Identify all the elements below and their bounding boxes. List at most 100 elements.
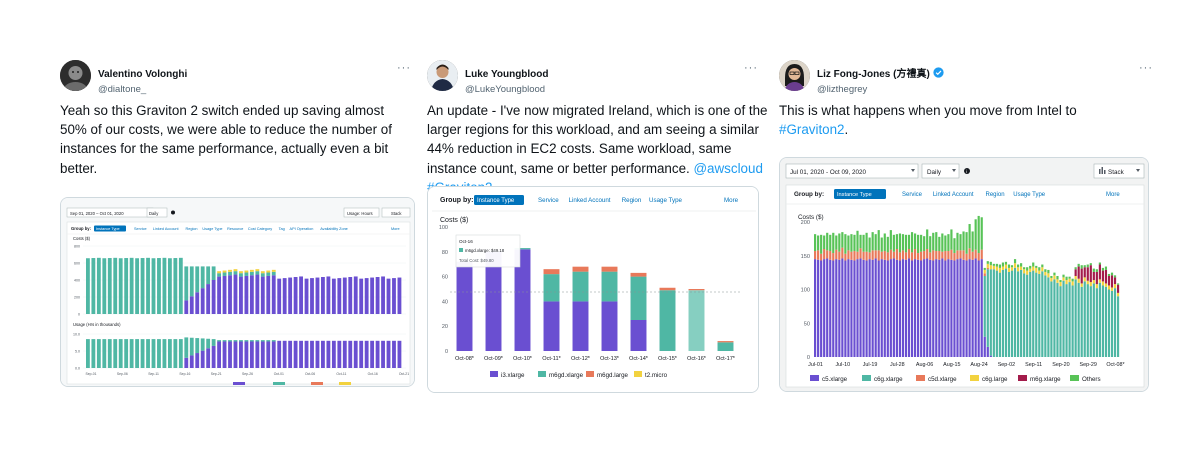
bar-segment — [255, 274, 260, 314]
tweet-header: Liz Fong-Jones (方禮真) @lizthegrey ··· — [779, 58, 1155, 98]
bar-segment — [381, 276, 385, 314]
y-tick-label: 80 — [442, 250, 448, 256]
usage-select[interactable] — [343, 207, 380, 218]
bar-others — [862, 234, 865, 252]
bar-others — [907, 234, 911, 249]
filter-linked-account[interactable]: Linked Account — [933, 192, 974, 198]
cost-explorer-screenshot-2[interactable]: Group by: Instance Type Service Linked Ac… — [427, 186, 759, 393]
tweet-liz[interactable]: Liz Fong-Jones (方禮真) @lizthegrey ··· Thi… — [771, 0, 1159, 451]
bar-m6gd-xlarge — [659, 290, 676, 351]
filter-more[interactable]: More — [391, 227, 400, 231]
author-name[interactable]: Liz Fong-Jones (方禮真) — [817, 65, 944, 80]
filter-usage-type[interactable]: Usage Type — [1013, 192, 1046, 198]
group-by-chip-text: Instance Type — [837, 192, 872, 198]
bar-segment — [184, 300, 189, 314]
filter-usage-type[interactable]: Usage Type — [202, 227, 222, 231]
granularity-select[interactable] — [146, 207, 168, 218]
bar-others — [1016, 264, 1020, 268]
filter-api-operation[interactable]: API Operation — [290, 227, 314, 231]
bar-c5-xlarge — [832, 260, 835, 357]
date-range-select[interactable] — [785, 163, 919, 179]
avatar[interactable] — [427, 60, 458, 91]
tweet-luke[interactable]: Luke Youngblood @LukeYoungblood ··· An u… — [419, 0, 768, 451]
group-by-chip[interactable] — [474, 195, 524, 205]
stack-select[interactable] — [1093, 163, 1145, 179]
cost-explorer-screenshot-3[interactable]: Jul 01, 2020 - Oct 09, 2020 Daily i Stac… — [779, 157, 1149, 392]
stack-select[interactable] — [381, 207, 411, 218]
bar-c6g-xlarge — [1047, 277, 1050, 357]
more-options-icon[interactable]: ··· — [1139, 62, 1153, 74]
group-by-chip[interactable] — [94, 225, 126, 232]
bar-c5d-xlarge — [904, 252, 908, 260]
author-name[interactable]: Valentino Volonghi — [98, 69, 188, 80]
filter-service[interactable]: Service — [134, 227, 147, 231]
bar-i3-xlarge — [630, 320, 647, 351]
bar-segment — [206, 284, 211, 314]
bar-segment — [102, 258, 107, 314]
bar-others — [1080, 265, 1083, 269]
author-name[interactable]: Luke Youngblood — [465, 69, 549, 80]
bar-segment — [342, 277, 347, 314]
bar-c5-xlarge — [938, 259, 941, 357]
filter-linked-account[interactable]: Linked Account — [153, 227, 180, 231]
author-handle[interactable]: @lizthegrey — [817, 84, 868, 95]
legend: c5.xlarge c6g.xlarge c5d.xlarge c6g.large m6… — [810, 375, 1101, 383]
bar-i3-xlarge — [456, 261, 473, 351]
legend: i3.xlarge m6gd.xlarge m6gd.large t2.micro — [490, 371, 668, 379]
bar-segment — [162, 257, 167, 314]
filter-usage-type[interactable]: Usage Type — [649, 197, 682, 204]
filter-resource[interactable]: Resource — [227, 227, 243, 231]
bar-others — [998, 264, 1001, 268]
more-options-icon[interactable]: ··· — [397, 62, 411, 74]
bar-segment — [86, 339, 90, 368]
filter-region[interactable]: Region — [986, 192, 1005, 198]
bar-m6g-xlarge — [1092, 271, 1095, 281]
group-by-chip[interactable] — [834, 189, 886, 199]
bar-c6g-xlarge — [1077, 282, 1080, 357]
author-handle[interactable]: @LukeYoungblood — [465, 84, 546, 95]
bar-c5-xlarge — [962, 259, 965, 357]
filter-service[interactable]: Service — [538, 197, 559, 204]
legend-label: c5.xlarge — [822, 376, 848, 383]
filter-linked-account[interactable]: Linked Account — [569, 197, 611, 204]
bar-c6g-xlarge — [983, 276, 986, 337]
bar-c5-xlarge — [917, 259, 920, 357]
bar-c5d-xlarge — [907, 249, 911, 259]
bar-c5d-xlarge — [950, 249, 953, 260]
avatar[interactable] — [779, 60, 810, 91]
filter-cost-category[interactable]: Cost Category — [248, 227, 272, 231]
bar-others — [989, 261, 992, 266]
bar-c5-xlarge — [953, 260, 956, 357]
bar-c6g-large — [1110, 287, 1114, 291]
avatar[interactable] — [60, 60, 91, 91]
filter-availability-zone[interactable]: Availability Zone — [320, 227, 348, 231]
filter-region[interactable]: Region — [185, 227, 197, 231]
bar-segment — [206, 338, 211, 349]
granularity-select[interactable] — [921, 163, 960, 179]
hashtag-link[interactable]: #Graviton2 — [779, 122, 845, 138]
filter-more[interactable]: More — [1106, 192, 1120, 198]
bar-c5d-xlarge — [883, 251, 886, 260]
filter-service[interactable]: Service — [902, 192, 923, 198]
x-tick-label: Jul-10 — [835, 362, 850, 368]
bar-m6gd-xlarge — [717, 342, 734, 351]
bar-c5-xlarge — [850, 259, 853, 357]
filter-tag[interactable]: Tag — [279, 227, 285, 231]
bar-others — [832, 232, 835, 254]
bar-i3-xlarge — [514, 249, 531, 351]
bar-c5d-xlarge — [844, 253, 847, 261]
mention-link[interactable]: @awscloud — [693, 160, 763, 176]
y-tick-label: 40 — [442, 299, 448, 305]
tweet-valentino[interactable]: Valentino Volonghi @dialtone_ ··· Yeah s… — [52, 0, 417, 451]
filter-more[interactable]: More — [724, 197, 739, 204]
filter-region[interactable]: Region — [622, 197, 642, 204]
cost-explorer-screenshot-1[interactable]: Sep 01, 2020 – Oct 01, 2020 Daily Usage:… — [60, 197, 415, 387]
y-tick-label: 10.0 — [73, 332, 80, 336]
bar-m6g-xlarge — [1077, 266, 1080, 279]
bar-segment — [157, 339, 161, 368]
legend-swatch — [916, 375, 925, 381]
author-handle[interactable]: @dialtone_ — [98, 84, 147, 95]
more-options-icon[interactable]: ··· — [744, 62, 758, 74]
y-tick-label: 200 — [801, 220, 810, 226]
bar-c6g-xlarge — [1010, 270, 1014, 357]
